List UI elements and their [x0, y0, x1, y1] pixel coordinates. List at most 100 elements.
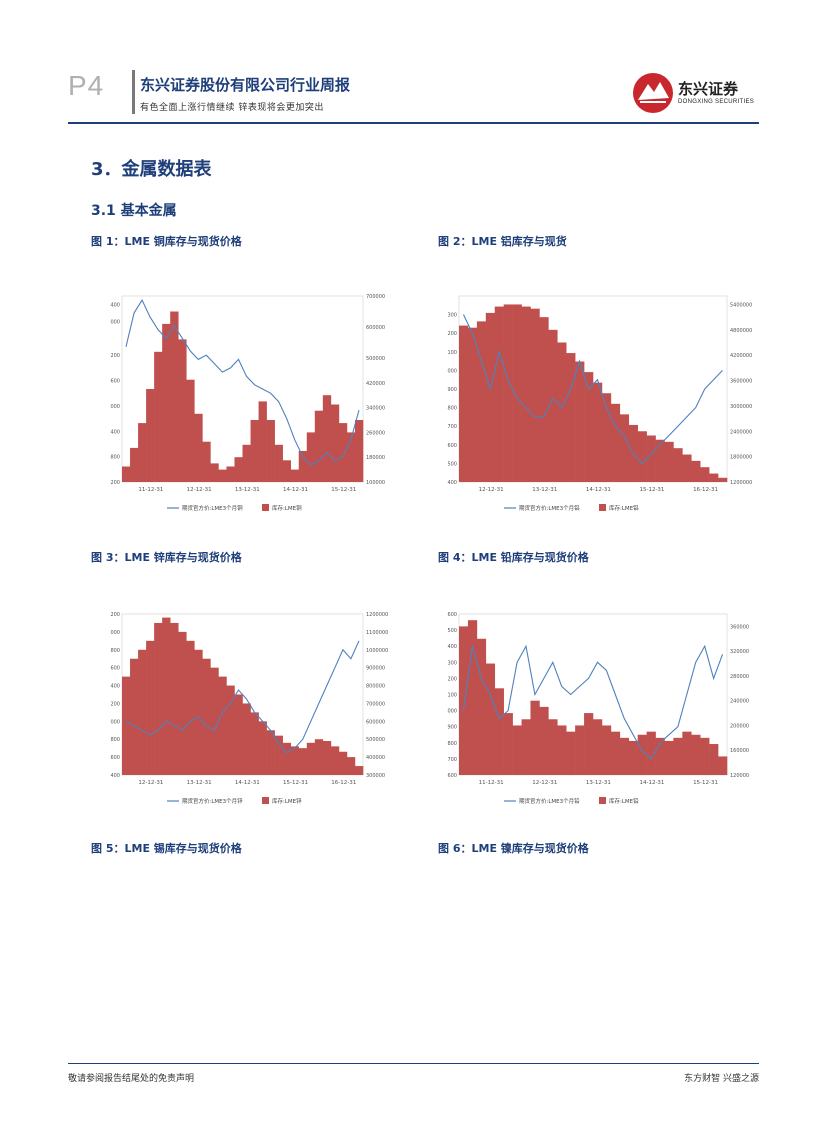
- inventory-bar: [584, 372, 594, 482]
- header-rule: [68, 122, 759, 124]
- y-right-tick-label: 160000: [730, 748, 749, 754]
- y-left-tick-label: 8400: [110, 302, 120, 308]
- y-right-tick-label: 1200000: [366, 612, 388, 618]
- x-tick-label: 15-12-31: [639, 487, 664, 493]
- aluminum-chart: 2300 2200 2100 2000 1900 1800 1700 1600 1500 1400…: [447, 295, 752, 512]
- inventory-bar: [266, 420, 275, 482]
- inventory-bar: [557, 725, 567, 775]
- y-right-tick-label: 700000: [366, 701, 385, 707]
- inventory-bar: [138, 423, 147, 482]
- legend-area-swatch: [262, 797, 269, 804]
- y-left-tick-label: 3200: [110, 612, 120, 618]
- y-right-tick-label: 420000: [366, 381, 385, 387]
- inventory-bar: [242, 444, 251, 482]
- inventory-bar: [162, 617, 171, 775]
- y-left-tick-label: 1900: [447, 725, 457, 731]
- company-title: 东兴证券股份有限公司行业周报: [140, 76, 351, 94]
- x-tick-label: 12-12-31: [479, 487, 504, 493]
- price-line: [462, 644, 724, 760]
- x-tick-label: 12-12-31: [187, 487, 212, 493]
- inventory-bar: [601, 725, 612, 775]
- inventory-bar: [194, 649, 203, 775]
- legend-label: 期货官方价:LME3个月锌: [182, 797, 243, 805]
- y-right-tick-label: 1800000: [730, 455, 752, 461]
- y-left-tick-label: 7200: [110, 353, 120, 359]
- inventory-bar: [619, 414, 630, 482]
- y-right-tick-label: 260000: [366, 430, 385, 436]
- inventory-bar: [234, 457, 243, 482]
- y-left-tick-label: 6000: [110, 404, 120, 410]
- inventory-bar: [548, 719, 558, 775]
- copper-chart: 8400 8000 7200 6600 6000 5400 4800 4200 700000 60…: [110, 294, 385, 512]
- inventory-bar: [234, 694, 243, 775]
- inventory-bar: [218, 676, 227, 775]
- inventory-bar: [170, 311, 179, 482]
- inventory-bar: [718, 477, 728, 482]
- inventory-bar: [530, 308, 540, 482]
- inventory-bar: [314, 739, 324, 775]
- inventory-bar: [274, 735, 283, 775]
- inventory-bar: [485, 663, 496, 775]
- legend-area-swatch: [599, 504, 606, 511]
- inventory-bar: [494, 306, 504, 482]
- footer-slogan: 东方财智 兴盛之源: [684, 1074, 759, 1084]
- inventory-bar: [485, 312, 496, 482]
- inventory-bar: [226, 466, 235, 482]
- inventory-bar: [655, 737, 665, 775]
- inventory-bar: [322, 741, 332, 775]
- legend-label: 库存:LME铅: [609, 797, 639, 805]
- section-title: 3．金属数据表: [91, 159, 212, 180]
- x-tick-label: 14-12-31: [586, 487, 611, 493]
- page-number: P4: [68, 70, 105, 101]
- inventory-bar: [664, 740, 674, 775]
- y-left-tick-label: 2100: [447, 350, 457, 356]
- logo-text-cn: 东兴证券: [678, 80, 739, 98]
- y-right-tick-label: 1000000: [366, 648, 388, 654]
- x-tick-label: 15-12-31: [331, 487, 356, 493]
- inventory-bar: [250, 420, 259, 482]
- y-right-tick-label: 360000: [730, 624, 749, 630]
- inventory-bar: [242, 703, 251, 775]
- inventory-bar: [186, 640, 195, 775]
- inventory-bar: [494, 688, 504, 775]
- figure-5-title: 图 5：LME 锡库存与现货价格: [91, 842, 242, 855]
- inventory-bar: [548, 329, 558, 482]
- y-left-tick-label: 1600: [447, 443, 457, 449]
- y-left-tick-label: 1600: [110, 755, 120, 761]
- y-right-tick-label: 4800000: [730, 328, 752, 334]
- y-right-tick-label: 3000000: [730, 404, 752, 410]
- inventory-bar: [521, 719, 531, 775]
- y-left-tick-label: 2200: [447, 331, 457, 337]
- y-right-tick-label: 500000: [366, 356, 385, 362]
- y-left-tick-label: 1800: [447, 406, 457, 412]
- y-right-tick-label: 300000: [366, 773, 385, 779]
- inventory-bar: [298, 748, 308, 775]
- inventory-bar: [467, 620, 478, 775]
- x-tick-label: 14-12-31: [639, 780, 664, 786]
- figure-3-title: 图 3：LME 锌库存与现货价格: [91, 551, 242, 564]
- y-left-tick-label: 3000: [110, 630, 120, 636]
- inventory-bar: [557, 342, 567, 482]
- y-left-tick-label: 2800: [110, 648, 120, 654]
- inventory-bar: [210, 667, 219, 775]
- inventory-bar: [593, 719, 603, 775]
- inventory-bar: [266, 730, 275, 775]
- inventory-bar: [250, 712, 259, 775]
- y-right-tick-label: 200000: [730, 723, 749, 729]
- y-left-tick-label: 8000: [110, 319, 120, 325]
- inventory-bar: [194, 413, 203, 482]
- inventory-bar: [330, 404, 340, 482]
- inventory-bar: [619, 737, 630, 775]
- inventory-bar: [718, 756, 728, 775]
- inventory-bar: [226, 685, 235, 775]
- inventory-bar: [122, 676, 131, 775]
- inventory-bar: [322, 395, 332, 482]
- x-tick-label: 12-12-31: [532, 780, 557, 786]
- y-right-tick-label: 700000: [366, 294, 385, 300]
- inventory-bar: [354, 420, 364, 482]
- y-left-tick-label: 1500: [447, 461, 457, 467]
- y-left-tick-label: 1700: [447, 757, 457, 763]
- inventory-bar: [282, 742, 291, 775]
- legend-label: 期货官方价:LME3个月铜: [182, 504, 243, 512]
- inventory-bar: [655, 439, 665, 482]
